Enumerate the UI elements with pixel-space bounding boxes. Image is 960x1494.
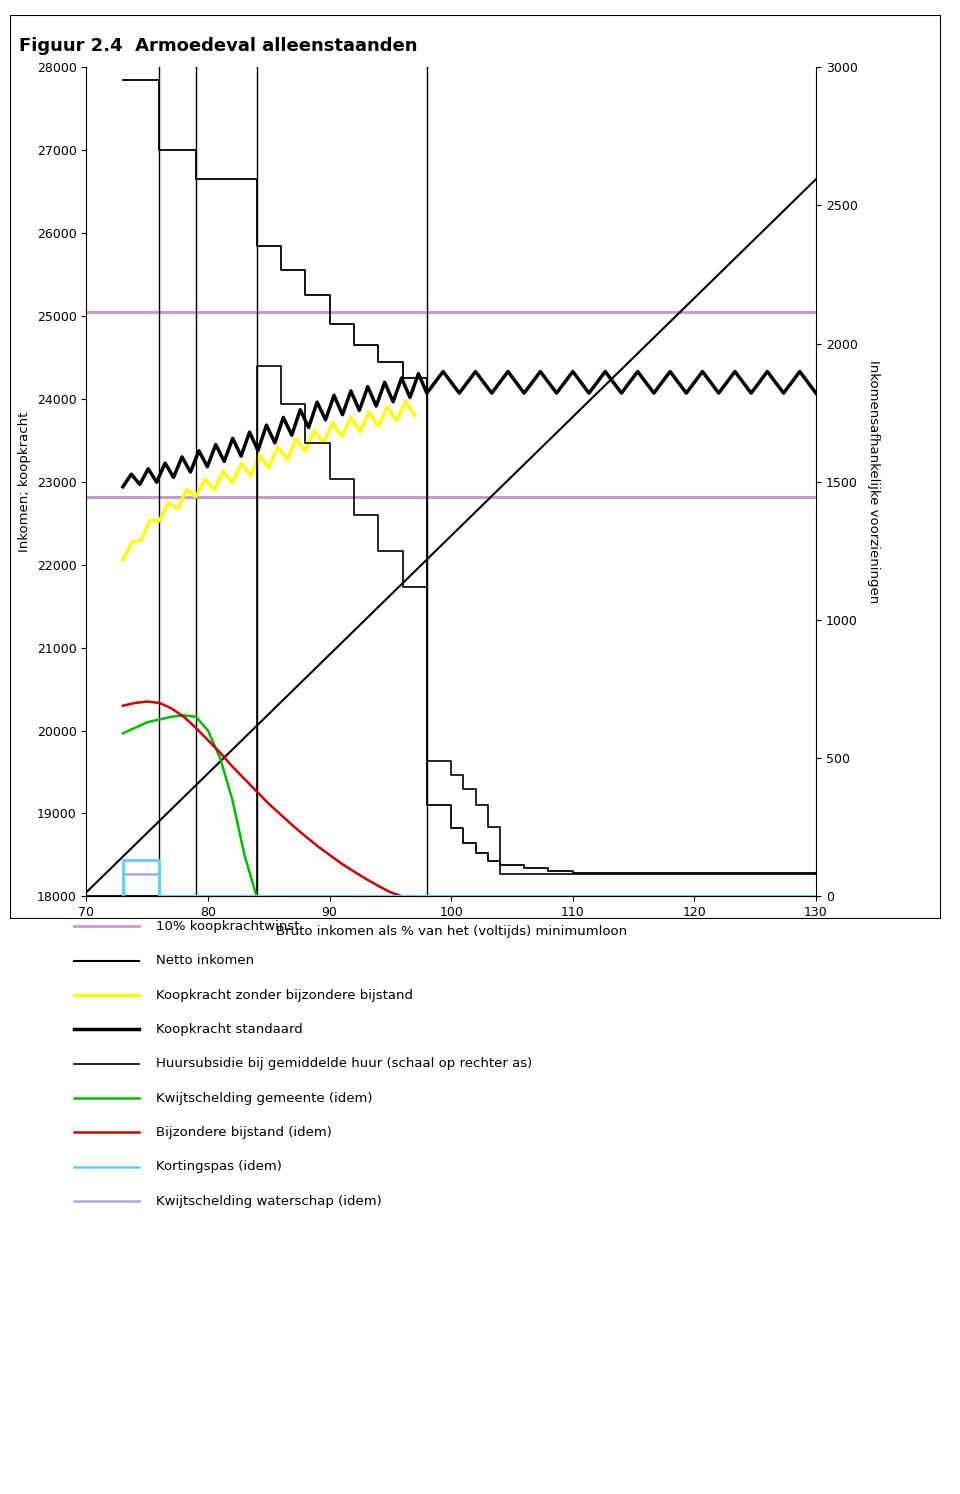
Y-axis label: Inkomen; koopkracht: Inkomen; koopkracht [18,412,32,551]
Text: Kortingspas (idem): Kortingspas (idem) [156,1161,281,1173]
Text: Huursubsidie bij gemiddelde huur (schaal op rechter as): Huursubsidie bij gemiddelde huur (schaal… [156,1058,532,1070]
Text: Kwijtschelding waterschap (idem): Kwijtschelding waterschap (idem) [156,1195,381,1207]
Text: Netto inkomen: Netto inkomen [156,955,253,967]
Y-axis label: Inkomensafhankelijke voorzieningen: Inkomensafhankelijke voorzieningen [867,360,879,604]
Text: Bijzondere bijstand (idem): Bijzondere bijstand (idem) [156,1126,331,1138]
Text: Koopkracht standaard: Koopkracht standaard [156,1023,302,1035]
Text: Koopkracht zonder bijzondere bijstand: Koopkracht zonder bijzondere bijstand [156,989,413,1001]
X-axis label: Bruto inkomen als % van het (voltijds) minimumloon: Bruto inkomen als % van het (voltijds) m… [276,925,627,938]
Text: Kwijtschelding gemeente (idem): Kwijtschelding gemeente (idem) [156,1092,372,1104]
Text: 10% koopkrachtwinst: 10% koopkrachtwinst [156,920,299,932]
Text: Figuur 2.4  Armoedeval alleenstaanden: Figuur 2.4 Armoedeval alleenstaanden [19,37,418,55]
